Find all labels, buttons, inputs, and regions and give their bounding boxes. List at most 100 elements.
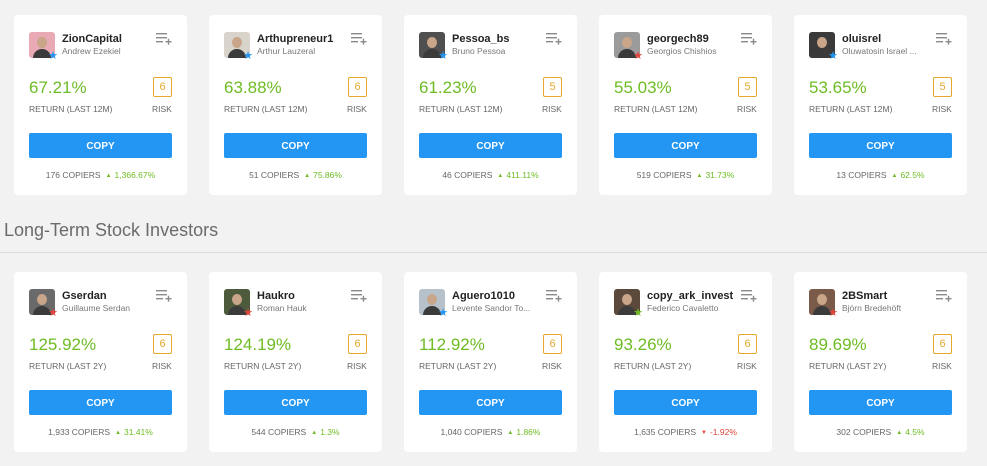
return-value: 61.23%	[419, 78, 477, 97]
investor-full-name: Arthur Lauzeral	[257, 46, 316, 56]
return-label: RETURN (LAST 12M)	[419, 104, 503, 114]
avatar[interactable]	[29, 289, 55, 315]
risk-score: 5	[738, 77, 757, 97]
return-label: RETURN (LAST 2Y)	[224, 361, 302, 371]
return-value: 63.88%	[224, 78, 282, 97]
add-to-watchlist-icon[interactable]	[936, 33, 952, 45]
avatar[interactable]	[224, 289, 250, 315]
avatar[interactable]	[29, 32, 55, 58]
copiers-count: 1,635 COPIERS	[634, 427, 696, 437]
risk-label: RISK	[152, 361, 172, 371]
avatar[interactable]	[614, 289, 640, 315]
investor-card[interactable]: ★ Arthupreneur1 Arthur Lauzeral 63.88% R…	[209, 15, 382, 195]
investor-username[interactable]: Arthupreneur1	[257, 33, 334, 45]
copiers-change: 31.73%	[705, 170, 735, 180]
investor-full-name: Bruno Pessoa	[452, 46, 506, 56]
investor-full-name: Björn Bredehöft	[842, 303, 902, 313]
star-icon: ★	[828, 50, 838, 62]
return-value: 112.92%	[419, 335, 485, 354]
investor-card[interactable]: ★ 2BSmart Björn Bredehöft 89.69% RETURN …	[794, 272, 967, 452]
trend-arrow-icon: ▲	[497, 173, 504, 179]
add-to-watchlist-icon[interactable]	[351, 290, 367, 302]
risk-score: 6	[933, 334, 952, 354]
star-icon: ★	[243, 307, 253, 319]
investor-username[interactable]: georgech89	[647, 33, 709, 45]
investor-card[interactable]: ★ oluisrel Oluwatosin Israel ... 53.65% …	[794, 15, 967, 195]
copy-button[interactable]: COPY	[614, 390, 757, 415]
add-to-watchlist-icon[interactable]	[546, 290, 562, 302]
avatar[interactable]	[809, 32, 835, 58]
investor-username[interactable]: oluisrel	[842, 33, 882, 45]
risk-label: RISK	[542, 104, 562, 114]
risk-label: RISK	[347, 104, 367, 114]
return-label: RETURN (LAST 2Y)	[614, 361, 692, 371]
investor-card[interactable]: ★ ZionCapital Andrew Ezekiel 67.21% RETU…	[14, 15, 187, 195]
copy-button[interactable]: COPY	[224, 133, 367, 158]
trend-arrow-icon: ▲	[115, 430, 121, 436]
copiers-count: 544 COPIERS	[251, 427, 307, 437]
investor-card[interactable]: ★ Gserdan Guillaume Serdan 125.92% RETUR…	[14, 272, 187, 452]
avatar[interactable]	[419, 32, 445, 58]
copy-button[interactable]: COPY	[809, 390, 952, 415]
copiers-count: 1,933 COPIERS	[48, 427, 111, 437]
investor-full-name: Guillaume Serdan	[62, 303, 131, 313]
investor-username[interactable]: Haukro	[257, 290, 295, 302]
risk-score: 5	[543, 77, 562, 97]
return-value: 125.92%	[29, 335, 97, 354]
return-value: 53.65%	[809, 78, 867, 97]
copy-button[interactable]: COPY	[614, 133, 757, 158]
risk-score: 6	[543, 334, 562, 354]
add-to-watchlist-icon[interactable]	[156, 33, 172, 45]
avatar[interactable]	[614, 32, 640, 58]
avatar[interactable]	[224, 32, 250, 58]
copy-button[interactable]: COPY	[29, 390, 172, 415]
investor-username[interactable]: 2BSmart	[842, 290, 888, 302]
investor-username[interactable]: ZionCapital	[62, 33, 122, 45]
investor-username[interactable]: Aguero1010	[452, 290, 515, 302]
add-to-watchlist-icon[interactable]	[546, 33, 562, 45]
long-term-investors-row: ★ Gserdan Guillaume Serdan 125.92% RETUR…	[0, 272, 987, 452]
trend-arrow-icon: ▲	[304, 173, 311, 179]
avatar[interactable]	[809, 289, 835, 315]
add-to-watchlist-icon[interactable]	[156, 290, 172, 302]
copiers-change: 1.86%	[516, 427, 541, 437]
star-icon: ★	[633, 50, 643, 62]
risk-label: RISK	[737, 361, 757, 371]
investor-username[interactable]: Pessoa_bs	[452, 33, 510, 45]
investor-card[interactable]: ★ copy_ark_invest Federico Cavaletto 93.…	[599, 272, 772, 452]
copy-button[interactable]: COPY	[419, 133, 562, 158]
risk-score: 5	[933, 77, 952, 97]
copiers-count: 1,040 COPIERS	[440, 427, 503, 437]
copiers-count: 51 COPIERS	[249, 170, 300, 180]
investor-card[interactable]: ★ Aguero1010 Levente Sandor To... 112.92…	[404, 272, 577, 452]
investor-username[interactable]: Gserdan	[62, 290, 107, 302]
risk-score: 6	[153, 77, 172, 97]
star-icon: ★	[438, 307, 448, 319]
copy-button[interactable]: COPY	[419, 390, 562, 415]
avatar[interactable]	[419, 289, 445, 315]
investor-card[interactable]: ★ Pessoa_bs Bruno Pessoa 61.23% RETURN (…	[404, 15, 577, 195]
copiers-stats: 46 COPIERS ▲ 411.11%	[404, 170, 577, 180]
investor-full-name: Andrew Ezekiel	[62, 46, 121, 56]
add-to-watchlist-icon[interactable]	[351, 33, 367, 45]
add-to-watchlist-icon[interactable]	[741, 33, 757, 45]
copy-button[interactable]: COPY	[809, 133, 952, 158]
risk-label: RISK	[932, 104, 952, 114]
trend-arrow-icon: ▲	[696, 173, 703, 179]
investor-card[interactable]: ★ georgech89 Georgios Chishios 55.03% RE…	[599, 15, 772, 195]
return-label: RETURN (LAST 12M)	[29, 104, 113, 114]
investor-username[interactable]: copy_ark_invest	[647, 290, 734, 302]
investor-full-name: Federico Cavaletto	[647, 303, 719, 313]
section-divider	[0, 252, 987, 253]
copy-button[interactable]: COPY	[224, 390, 367, 415]
copiers-change: 411.11%	[506, 170, 539, 180]
add-to-watchlist-icon[interactable]	[936, 290, 952, 302]
copy-button[interactable]: COPY	[29, 133, 172, 158]
investor-full-name: Levente Sandor To...	[452, 303, 531, 313]
risk-label: RISK	[932, 361, 952, 371]
add-to-watchlist-icon[interactable]	[741, 290, 757, 302]
risk-label: RISK	[542, 361, 562, 371]
investor-card[interactable]: ★ Haukro Roman Hauk 124.19% RETURN (LAST…	[209, 272, 382, 452]
star-icon: ★	[633, 307, 643, 319]
investor-full-name: Georgios Chishios	[647, 46, 717, 56]
